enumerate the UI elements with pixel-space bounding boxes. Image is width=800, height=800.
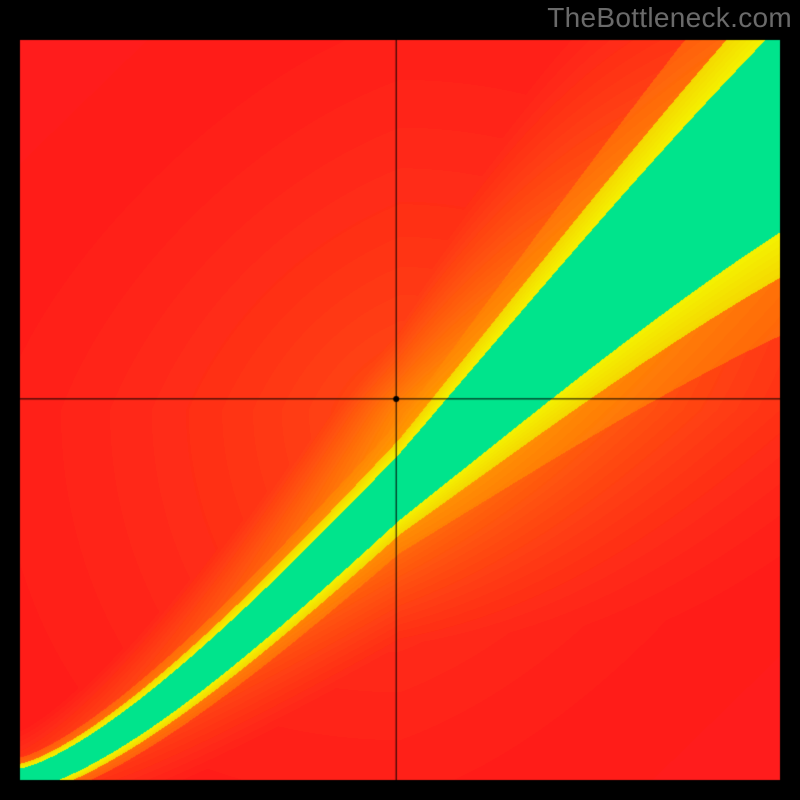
bottleneck-heatmap [0, 0, 800, 800]
watermark-text: TheBottleneck.com [547, 2, 792, 34]
chart-container: { "watermark": { "text": "TheBottleneck.… [0, 0, 800, 800]
